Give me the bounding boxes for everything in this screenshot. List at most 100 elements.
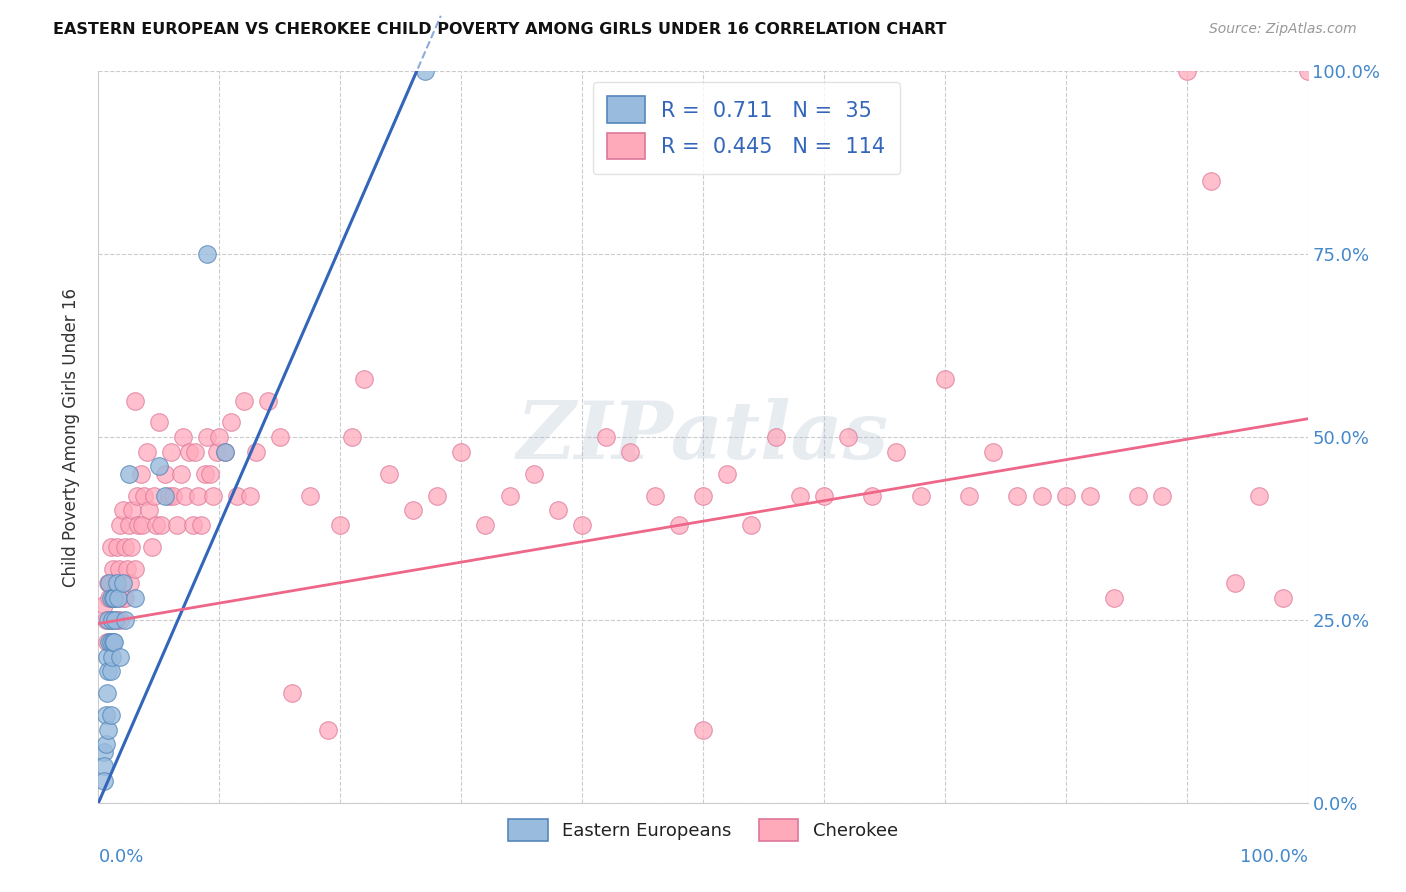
Point — [198, 467, 221, 481]
Point — [1007, 489, 1029, 503]
Point — [1175, 64, 1198, 78]
Point — [232, 393, 254, 408]
Point — [813, 489, 835, 503]
Point — [174, 489, 197, 503]
Point — [668, 517, 690, 532]
Point — [145, 517, 167, 532]
Point — [97, 613, 120, 627]
Point — [93, 759, 115, 773]
Point — [256, 393, 278, 408]
Point — [413, 64, 436, 78]
Point — [837, 430, 859, 444]
Point — [111, 576, 134, 591]
Point — [98, 576, 121, 591]
Point — [1296, 64, 1319, 78]
Point — [239, 489, 262, 503]
Point — [619, 444, 641, 458]
Point — [789, 489, 811, 503]
Point — [127, 489, 149, 503]
Point — [118, 467, 141, 481]
Text: ZIPatlas: ZIPatlas — [517, 399, 889, 475]
Point — [121, 503, 143, 517]
Point — [107, 591, 129, 605]
Point — [692, 723, 714, 737]
Point — [162, 489, 184, 503]
Point — [100, 708, 122, 723]
Point — [1199, 174, 1222, 188]
Point — [316, 723, 339, 737]
Point — [124, 393, 146, 408]
Point — [100, 613, 122, 627]
Point — [1272, 591, 1295, 605]
Point — [100, 664, 122, 678]
Point — [160, 444, 183, 458]
Point — [118, 517, 141, 532]
Point — [114, 613, 136, 627]
Point — [214, 444, 236, 458]
Point — [214, 444, 236, 458]
Point — [281, 686, 304, 700]
Point — [765, 430, 787, 444]
Point — [187, 489, 209, 503]
Point — [100, 540, 122, 554]
Point — [547, 503, 569, 517]
Point — [1031, 489, 1053, 503]
Point — [114, 591, 136, 605]
Point — [124, 562, 146, 576]
Point — [150, 517, 173, 532]
Y-axis label: Child Poverty Among Girls Under 16: Child Poverty Among Girls Under 16 — [62, 287, 80, 587]
Point — [523, 467, 546, 481]
Point — [111, 503, 134, 517]
Point — [353, 371, 375, 385]
Point — [172, 430, 194, 444]
Point — [131, 517, 153, 532]
Point — [402, 503, 425, 517]
Point — [98, 635, 121, 649]
Point — [100, 635, 122, 649]
Point — [148, 459, 170, 474]
Point — [571, 517, 593, 532]
Point — [97, 723, 120, 737]
Point — [934, 371, 956, 385]
Point — [96, 686, 118, 700]
Text: Source: ZipAtlas.com: Source: ZipAtlas.com — [1209, 22, 1357, 37]
Point — [181, 517, 204, 532]
Point — [100, 613, 122, 627]
Point — [100, 591, 122, 605]
Point — [93, 773, 115, 788]
Point — [96, 635, 118, 649]
Point — [105, 613, 128, 627]
Point — [450, 444, 472, 458]
Point — [93, 745, 115, 759]
Point — [957, 489, 980, 503]
Point — [595, 430, 617, 444]
Point — [910, 489, 932, 503]
Point — [94, 613, 117, 627]
Point — [179, 444, 201, 458]
Point — [153, 467, 176, 481]
Point — [184, 444, 207, 458]
Point — [101, 591, 124, 605]
Point — [981, 444, 1004, 458]
Point — [98, 591, 121, 605]
Point — [195, 247, 218, 261]
Point — [138, 503, 160, 517]
Point — [474, 517, 496, 532]
Point — [94, 708, 117, 723]
Point — [108, 649, 131, 664]
Point — [716, 467, 738, 481]
Point — [134, 489, 156, 503]
Point — [692, 489, 714, 503]
Point — [1249, 489, 1271, 503]
Point — [1223, 576, 1246, 591]
Point — [108, 517, 131, 532]
Point — [195, 430, 218, 444]
Point — [108, 562, 131, 576]
Text: EASTERN EUROPEAN VS CHEROKEE CHILD POVERTY AMONG GIRLS UNDER 16 CORRELATION CHAR: EASTERN EUROPEAN VS CHEROKEE CHILD POVER… — [53, 22, 946, 37]
Point — [498, 489, 520, 503]
Point — [1102, 591, 1125, 605]
Point — [299, 489, 322, 503]
Point — [93, 599, 115, 613]
Point — [169, 467, 191, 481]
Point — [127, 517, 149, 532]
